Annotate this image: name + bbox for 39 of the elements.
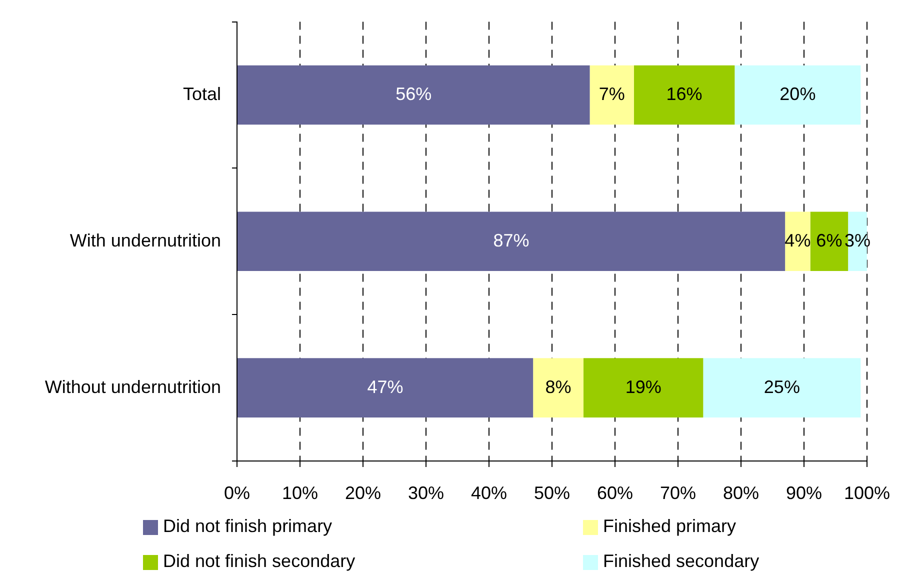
data-label: 56%: [396, 84, 432, 104]
data-label: 8%: [545, 376, 572, 397]
bar: [238, 65, 590, 125]
data-label: 47%: [367, 376, 404, 397]
data-label: 6%: [816, 230, 842, 250]
bar: [533, 358, 584, 418]
data-label: 87%: [493, 230, 530, 250]
legend-label: Finished primary: [603, 516, 736, 536]
x-tick-label: 60%: [596, 482, 634, 503]
legend-label: Did not finish secondary: [163, 550, 356, 571]
data-label: 25%: [764, 376, 800, 397]
data-label: 19%: [625, 376, 662, 397]
bar: [590, 65, 634, 125]
x-tick-label: 70%: [660, 482, 696, 503]
x-tick-label: 30%: [408, 482, 444, 503]
x-tick-label: 90%: [786, 482, 822, 503]
bar: [785, 212, 810, 272]
bar: [734, 65, 861, 125]
data-label: 4%: [784, 230, 811, 250]
x-tick-label: 20%: [344, 482, 382, 503]
y-tick-label: With undernutrition: [70, 230, 221, 250]
bar: [238, 358, 534, 418]
bar: [634, 65, 735, 125]
x-tick-label: 100%: [844, 482, 890, 503]
data-label: 20%: [780, 84, 816, 104]
y-tick-label: Total: [182, 84, 221, 104]
x-tick-label: 0%: [224, 482, 250, 503]
x-tick-label: 50%: [534, 482, 570, 503]
legend-label: Finished secondary: [603, 550, 760, 571]
x-tick-label: 10%: [282, 482, 318, 503]
x-tick-label: 80%: [722, 482, 759, 503]
data-label: 16%: [666, 84, 702, 104]
x-tick-label: 40%: [470, 482, 508, 503]
bar: [238, 212, 786, 272]
bar: [583, 358, 704, 418]
legend-label: Did not finish primary: [163, 516, 332, 536]
data-label: 7%: [598, 84, 625, 104]
y-tick-label: Without undernutrition: [44, 376, 221, 397]
bar: [703, 358, 861, 418]
